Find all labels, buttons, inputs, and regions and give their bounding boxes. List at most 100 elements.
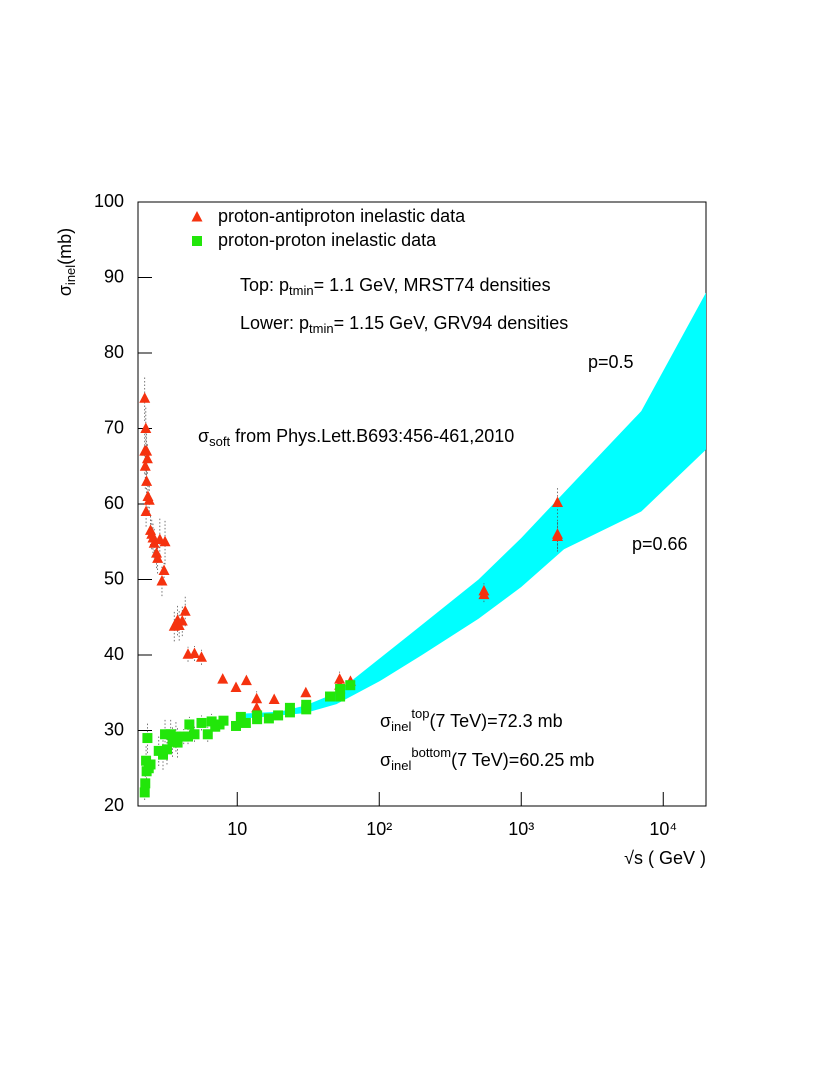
y-tick-label: 20 — [104, 795, 124, 815]
data-point — [251, 692, 263, 704]
data-point — [231, 720, 242, 731]
data-point — [240, 674, 252, 686]
annotation-part: σ — [380, 750, 391, 770]
x-tick-label: 10 — [227, 819, 247, 839]
legend-label: proton-antiproton inelastic data — [218, 206, 466, 226]
annotation-part: σ — [380, 711, 391, 731]
legend-marker — [192, 236, 202, 246]
data-point — [263, 713, 274, 724]
annotation-part: Lower: p — [240, 313, 309, 333]
annotation-part: σ — [198, 426, 209, 446]
y-tick-label: 70 — [104, 417, 124, 437]
data-point — [145, 759, 156, 770]
data-point — [300, 686, 312, 698]
annotation-part: top — [411, 706, 429, 721]
data-point — [218, 715, 229, 726]
data-point — [165, 729, 176, 740]
annotation-part: (7 TeV)=72.3 mb — [429, 711, 562, 731]
data-point — [143, 494, 155, 505]
data-point — [148, 537, 160, 548]
data-point — [189, 647, 201, 658]
data-point — [301, 699, 312, 710]
annotation: Top: ptmin= 1.1 GeV, MRST74 densities — [240, 275, 551, 299]
y-tick-label: 40 — [104, 644, 124, 664]
x-tick-label: 10³ — [508, 819, 534, 839]
data-point — [158, 564, 170, 575]
y-tick-label: 50 — [104, 568, 124, 588]
data-point — [152, 552, 164, 563]
data-point — [184, 719, 195, 730]
data-point — [230, 681, 242, 692]
annotation-part: p=0.5 — [588, 352, 634, 372]
data-point — [251, 701, 263, 713]
annotation-part: tmin — [309, 321, 334, 336]
y-axis-label: σinel(mb) — [55, 228, 79, 296]
data-point — [240, 717, 251, 728]
annotation-part: (7 TeV)=60.25 mb — [451, 750, 594, 770]
legend-marker — [191, 211, 203, 222]
y-tick-label: 60 — [104, 493, 124, 513]
y-tick-label: 30 — [104, 719, 124, 739]
annotation: p=0.5 — [588, 352, 634, 372]
data-point — [139, 460, 151, 471]
data-point — [151, 547, 163, 558]
data-point — [235, 711, 246, 722]
x-axis-label: √s ( GeV ) — [624, 848, 706, 868]
data-point — [268, 693, 280, 705]
annotation: σineltop(7 TeV)=72.3 mb — [380, 706, 563, 734]
data-point — [335, 683, 346, 694]
data-point — [179, 605, 191, 616]
data-point — [552, 496, 564, 507]
annotation-part: soft — [209, 434, 230, 449]
annotation: Lower: ptmin= 1.15 GeV, GRV94 densities — [240, 313, 568, 337]
x-tick-label: 10⁴ — [649, 819, 677, 839]
data-point — [167, 736, 178, 747]
data-point — [156, 575, 168, 586]
data-point — [195, 651, 207, 662]
data-point — [158, 749, 169, 760]
y-tick-label: 100 — [94, 191, 124, 211]
data-point — [147, 531, 159, 543]
annotation-part: inel — [391, 719, 411, 734]
legend-label: proton-proton inelastic data — [218, 230, 437, 250]
data-point — [196, 717, 207, 728]
data-point — [189, 729, 200, 740]
data-point — [141, 452, 153, 464]
annotation: σinelbottom(7 TeV)=60.25 mb — [380, 745, 594, 773]
data-point — [140, 778, 151, 789]
data-point — [206, 716, 217, 727]
data-point — [176, 615, 188, 626]
annotation: σsoft from Phys.Lett.B693:456-461,2010 — [198, 426, 514, 450]
data-point — [141, 445, 153, 456]
y-axis-label-part: inel — [63, 265, 78, 285]
data-point — [140, 422, 152, 433]
data-point — [161, 744, 172, 755]
band — [237, 292, 706, 720]
data-point — [141, 475, 153, 486]
data-point — [335, 691, 346, 702]
annotation: p=0.66 — [632, 534, 688, 554]
data-point — [142, 733, 153, 744]
data-point — [139, 787, 150, 798]
data-point — [160, 729, 171, 740]
annotation-part: from Phys.Lett.B693:456-461,2010 — [230, 426, 514, 446]
annotation-part: p=0.66 — [632, 534, 688, 554]
data-point — [172, 737, 183, 748]
data-point — [183, 731, 194, 742]
y-axis-label-part: (mb) — [55, 228, 75, 265]
data-point — [202, 729, 213, 740]
annotation-part: tmin — [289, 283, 314, 298]
y-axis-label-part: σ — [55, 285, 75, 296]
data-point — [140, 505, 152, 517]
data-point — [284, 702, 295, 713]
x-tick-label: 10² — [366, 819, 392, 839]
data-point — [325, 691, 336, 702]
data-point — [334, 673, 346, 684]
annotation-part: inel — [391, 758, 411, 773]
data-point — [345, 680, 356, 691]
data-point — [170, 731, 181, 742]
data-point — [139, 392, 151, 403]
y-tick-label: 80 — [104, 342, 124, 362]
